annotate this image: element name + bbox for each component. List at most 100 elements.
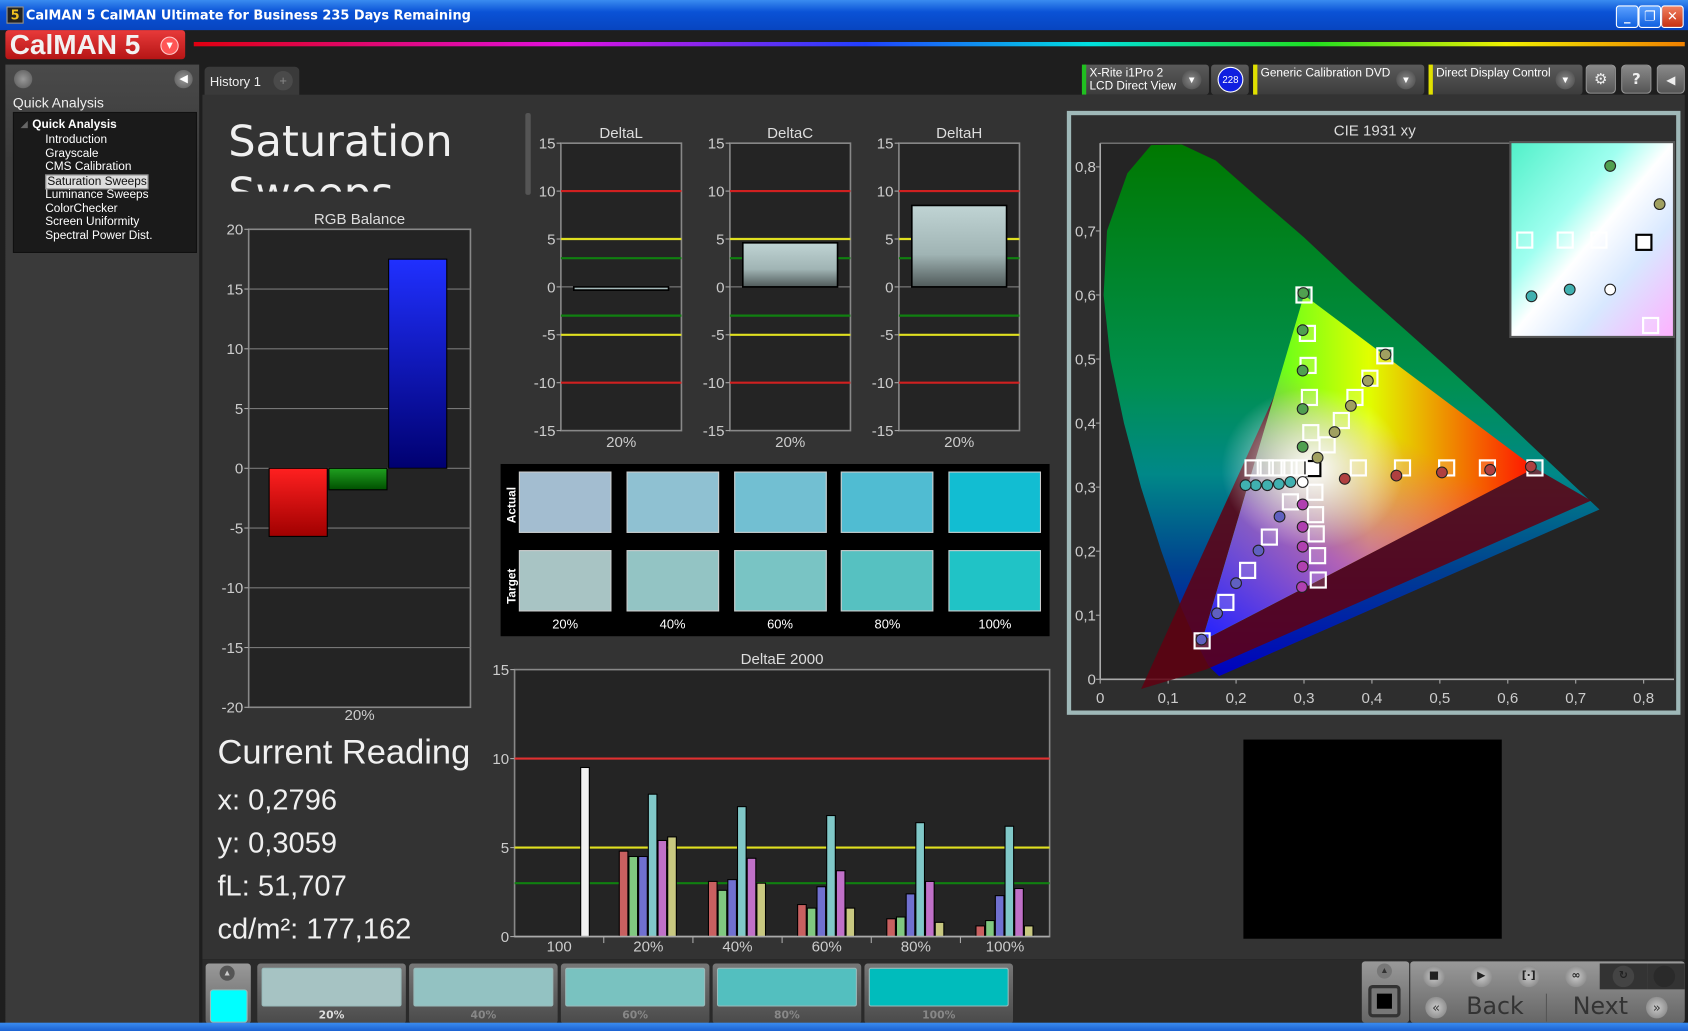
swatch-label: 60% (767, 616, 793, 632)
add-tab-button[interactable]: + (273, 71, 293, 91)
x-tick-label: 0 (1096, 690, 1104, 707)
chart-title: DeltaC (767, 125, 813, 142)
sidebar-item-introduction[interactable]: Introduction (45, 133, 108, 147)
measured-point-yellow (1311, 451, 1324, 464)
measured-point-yellow (1379, 348, 1392, 361)
y-tick-label: 0,2 (1075, 544, 1096, 561)
record-icon (1653, 965, 1676, 988)
patch-color (716, 967, 857, 1007)
stop-button[interactable]: ■ (1410, 963, 1457, 989)
playback-controls: ■ ▶ [·] ∞ ↻ « Back Next » (1410, 961, 1685, 1023)
record-button[interactable] (1647, 963, 1685, 990)
target-swatch (948, 550, 1042, 612)
chevron-down-icon[interactable]: ▼ (1396, 69, 1416, 90)
sidebar-item-colorchecker[interactable]: ColorChecker (45, 201, 118, 215)
meter-badge[interactable]: 228 (1217, 66, 1244, 93)
target-marker-magenta (1306, 483, 1324, 501)
workflow-tree: ◢ Quick Analysis Introduction Grayscale CM… (12, 111, 198, 253)
play-button[interactable]: ▶ (1458, 963, 1505, 989)
y-tick-label: 15 (877, 136, 894, 153)
back-label: Back (1466, 993, 1524, 1021)
tab-history-1[interactable]: History 1 + (204, 66, 300, 96)
collapse-sidebar-button[interactable]: ◀ (174, 69, 193, 89)
display-selector[interactable]: Direct Display Control ▼ (1428, 64, 1583, 95)
minimize-button[interactable]: _ (1615, 5, 1639, 28)
sidebar-item-spectral-power-dist[interactable]: Spectral Power Dist. (45, 229, 153, 243)
measured-point-yellow (1653, 198, 1666, 211)
chevron-down-icon[interactable]: ▼ (1182, 69, 1202, 90)
reading-x: x: 0,2796 (217, 783, 338, 817)
measured-point-blue (1273, 510, 1286, 523)
next-button[interactable]: Next » (1547, 994, 1685, 1022)
y-tick-label: 10 (539, 183, 556, 200)
stop-measure-button[interactable] (1368, 985, 1401, 1018)
sidebar-item-grayscale[interactable]: Grayscale (45, 147, 99, 161)
refresh-button[interactable]: ↻ (1599, 963, 1648, 990)
y-tick-label: 10 (492, 751, 509, 768)
back-button[interactable]: « Back (1410, 993, 1547, 1022)
y-tick-label: 15 (708, 136, 725, 153)
sidebar-item-saturation-sweeps[interactable]: Saturation Sweeps (45, 174, 149, 190)
target-marker-cyan (1516, 231, 1534, 249)
measured-point-cyan (1525, 290, 1538, 303)
current-color-swatch (209, 989, 248, 1023)
source-selector[interactable]: Generic Calibration DVD ▼ (1253, 64, 1425, 95)
measured-point-red (1435, 466, 1448, 479)
restore-button[interactable]: ❐ (1638, 5, 1662, 28)
y-tick-label: 5 (885, 231, 893, 248)
close-button[interactable]: ✕ (1661, 5, 1684, 28)
expand-icon[interactable]: ◢ (20, 118, 28, 130)
patch-thumbnail[interactable]: 40% (409, 963, 558, 1024)
measured-point-green (1296, 364, 1309, 377)
target-marker-white (1635, 233, 1653, 251)
y-tick-label: 5 (716, 231, 724, 248)
bracket-icon: [·] (1517, 965, 1540, 988)
pin-button[interactable] (13, 69, 33, 89)
target-marker-cyan (1556, 231, 1574, 249)
y-tick-label: -5 (880, 327, 893, 344)
settings-button[interactable]: ⚙ (1585, 64, 1616, 94)
patch-thumbnail[interactable]: 80% (712, 963, 862, 1024)
y-tick-label: 0 (235, 461, 243, 478)
y-tick-label: -5 (711, 327, 724, 344)
display-status-bar (1428, 64, 1433, 95)
measured-point-green (1297, 287, 1310, 299)
y-tick-label: 0 (547, 279, 555, 296)
delta-bar (572, 286, 670, 291)
meter-selector[interactable]: X-Rite i1Pro 2 LCD Direct View ▼ (1081, 64, 1209, 95)
chevron-down-icon[interactable]: ▼ (1555, 69, 1575, 90)
scroll-up-button[interactable]: ▲ (219, 965, 235, 981)
y-tick-label: 0,4 (1075, 415, 1096, 432)
measured-point-magenta (1296, 540, 1309, 553)
scrollbar[interactable] (525, 113, 531, 195)
range-button[interactable]: [·] (1505, 963, 1552, 989)
up-button[interactable]: ▲ (1376, 963, 1392, 979)
patch-thumbnail[interactable]: 100% (864, 963, 1014, 1024)
sidebar-item-screen-uniformity[interactable]: Screen Uniformity (45, 215, 140, 229)
target-marker-magenta (1309, 571, 1327, 589)
y-tick-label: 10 (708, 183, 725, 200)
swatch-label: 20% (552, 616, 579, 632)
chart-title: DeltaL (599, 125, 643, 142)
loop-button[interactable]: ∞ (1552, 963, 1599, 989)
collapse-panel-button[interactable]: ◀ (1656, 64, 1685, 94)
patch-thumbnail[interactable]: 20% (257, 963, 406, 1024)
app-icon: 5 (6, 6, 24, 24)
y-tick-label: 0,8 (1075, 159, 1096, 176)
actual-swatch (626, 471, 719, 533)
sidebar-item-cms-calibration[interactable]: CMS Calibration (45, 160, 132, 174)
x-tick-label: 20% (775, 434, 805, 451)
sidebar-item-luminance-sweeps[interactable]: Luminance Sweeps (45, 188, 149, 202)
calman-menu-button[interactable]: CalMAN 5 ▾ (5, 30, 186, 60)
y-tick-label: -15 (222, 640, 244, 657)
actual-swatch (841, 471, 934, 533)
patch-thumbnail[interactable]: 60% (560, 963, 710, 1024)
swatch-label: 40% (659, 616, 686, 632)
chart-title: DeltaH (936, 125, 982, 142)
x-tick-label: 20% (633, 939, 663, 956)
y-tick-label: -15 (872, 423, 894, 440)
tree-root[interactable]: Quick Analysis (32, 118, 117, 132)
help-button[interactable]: ? (1621, 64, 1652, 94)
target-marker-yellow (1332, 411, 1350, 430)
